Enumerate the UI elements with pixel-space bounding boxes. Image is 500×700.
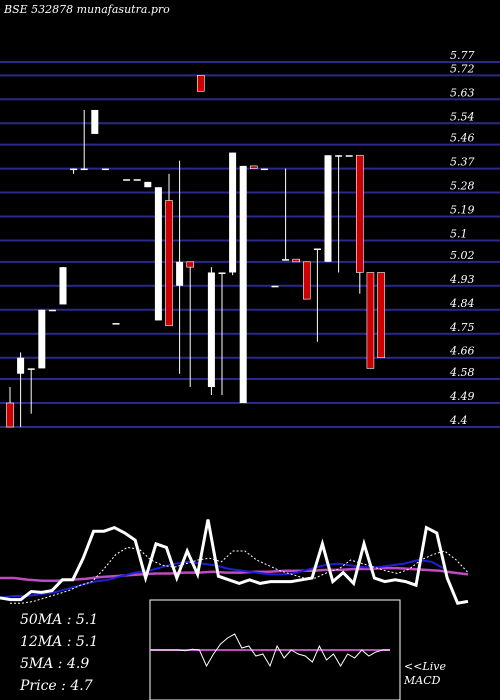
y-tick-label: 4.66 bbox=[449, 345, 475, 358]
candle-up bbox=[229, 152, 237, 273]
y-tick-label: 4.58 bbox=[449, 366, 475, 379]
y-tick-label: 5.72 bbox=[450, 62, 475, 75]
candle-up bbox=[38, 309, 46, 369]
candle-up bbox=[176, 261, 184, 286]
candle-down bbox=[302, 261, 311, 300]
macd-live-label: <<Live bbox=[404, 660, 446, 673]
price-axis-ticks: 5.775.72 5.63 5.54 5.46 5.37 5.28 5.19 5.1 5.02 4… bbox=[449, 49, 475, 427]
candle-up bbox=[123, 179, 131, 181]
candle-up bbox=[239, 165, 247, 404]
stat-price: Price : 4.7 bbox=[20, 678, 93, 694]
candle-up bbox=[324, 155, 332, 262]
candle-up bbox=[260, 168, 268, 171]
candle-down bbox=[377, 272, 385, 359]
candle-down bbox=[355, 154, 364, 273]
candle-down bbox=[6, 402, 14, 428]
y-tick-label: 5.46 bbox=[450, 132, 475, 145]
macd-panel bbox=[150, 633, 390, 668]
candlesticks bbox=[6, 75, 385, 428]
candle-up bbox=[101, 168, 109, 171]
y-tick-label: 4.49 bbox=[449, 390, 475, 403]
y-tick-label: 5.54 bbox=[450, 110, 475, 123]
moving-average-panel bbox=[0, 519, 469, 605]
candle-up bbox=[345, 155, 353, 157]
candle-down bbox=[292, 258, 301, 263]
watermark: BSE 532878 munafasutra.pro bbox=[4, 3, 170, 16]
y-tick-label: 5.77 bbox=[450, 49, 475, 62]
y-tick-label: 5.1 bbox=[450, 228, 468, 241]
candle-up bbox=[271, 285, 279, 288]
candle-down bbox=[250, 165, 258, 169]
stat-5ma: 5MA : 4.9 bbox=[20, 656, 90, 672]
stat-50ma: 50MA : 5.1 bbox=[20, 612, 99, 628]
candle-up bbox=[282, 259, 290, 261]
candle-up bbox=[313, 248, 321, 250]
candle-down bbox=[197, 75, 205, 92]
candle-up bbox=[207, 272, 215, 388]
y-tick-label: 5.19 bbox=[450, 204, 475, 217]
y-tick-label: 5.28 bbox=[450, 180, 475, 193]
candle-up bbox=[59, 267, 67, 305]
candle-down bbox=[366, 272, 375, 369]
candle-up bbox=[144, 181, 152, 188]
ma-short-line bbox=[10, 546, 469, 604]
stat-12ma: 12MA : 5.1 bbox=[20, 634, 99, 650]
candle-down bbox=[165, 200, 173, 327]
y-tick-label: 4.75 bbox=[449, 321, 475, 334]
candle-up bbox=[80, 168, 88, 171]
macd-label: MACD bbox=[404, 674, 441, 687]
y-tick-label: 5.63 bbox=[450, 86, 475, 99]
macd-line bbox=[150, 633, 390, 668]
candle-up bbox=[112, 323, 120, 325]
candle-up bbox=[48, 309, 56, 312]
ma-long-line bbox=[0, 566, 469, 582]
candle-up bbox=[27, 368, 35, 370]
candle-up bbox=[91, 109, 99, 134]
price-grid bbox=[0, 61, 500, 428]
y-tick-label: 4.93 bbox=[449, 273, 475, 286]
price-line bbox=[0, 519, 469, 605]
candle-up bbox=[133, 179, 141, 181]
y-tick-label: 5.02 bbox=[450, 249, 475, 262]
y-tick-label: 5.37 bbox=[450, 156, 475, 169]
candle-up bbox=[17, 357, 25, 374]
y-tick-label: 4.84 bbox=[449, 297, 475, 310]
candle-up bbox=[70, 168, 78, 171]
y-tick-label: 4.4 bbox=[449, 414, 468, 427]
candle-up bbox=[154, 187, 162, 321]
candle-up bbox=[218, 272, 226, 274]
candle-up bbox=[335, 155, 343, 157]
candle-down bbox=[186, 261, 194, 268]
